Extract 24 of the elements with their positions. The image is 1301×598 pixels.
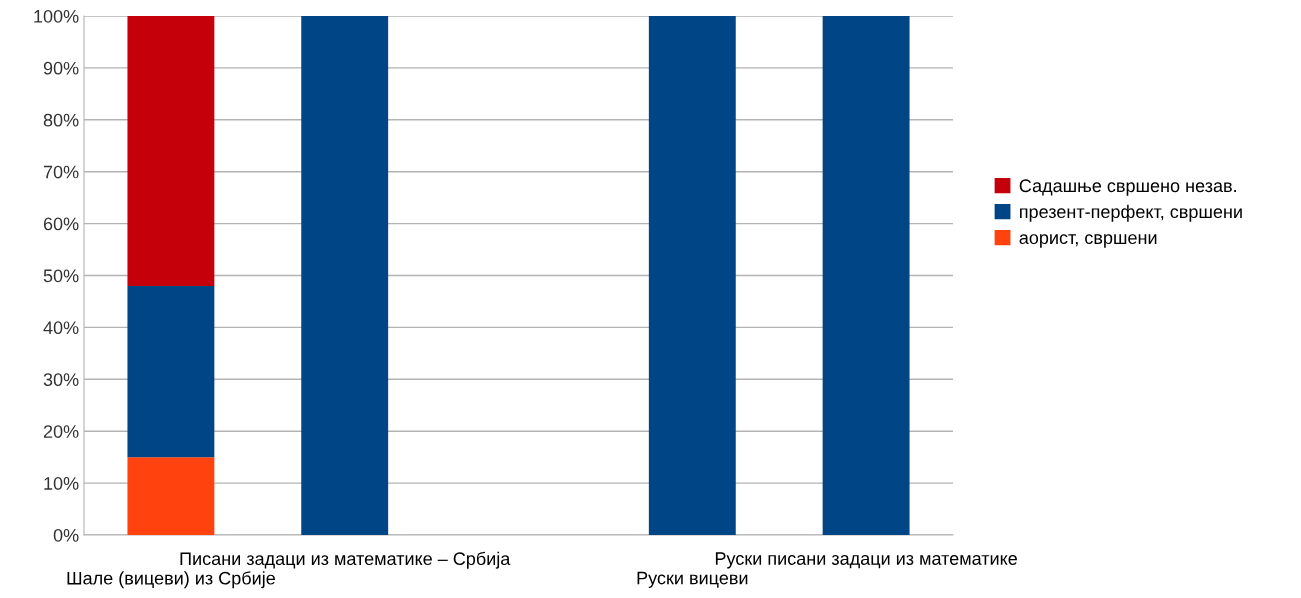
x-tick-label: Писани задаци из математике – Србија [180,551,511,569]
x-tick-label: Руски вицеви [637,571,748,588]
bar [301,16,389,535]
bar [127,285,215,458]
y-tick-label: 80% [43,113,79,127]
bar [127,457,215,535]
y-tick-label: 100% [34,9,79,23]
legend-label: презент-перфект, свршени [1020,204,1242,222]
y-tick-label: 20% [43,425,79,438]
y-tick-label: 70% [43,165,79,179]
x-tick-label: Шале (вицеви) из Србије [67,571,275,589]
y-tick-label: 60% [43,217,79,231]
y-tick-label: 50% [43,269,79,283]
bar [127,16,215,286]
x-tick-label: Руски писани задаци из математике [715,552,1017,569]
legend-label: аорист, свршени [1019,234,1157,248]
y-tick-label: 40% [43,321,79,335]
y-tick-label: 30% [43,373,79,387]
y-tick-label: 10% [44,477,79,490]
y-tick-label: 0% [53,528,79,542]
legend-label: Садашње свршено незав. [1019,179,1236,196]
y-tick-label: 90% [43,61,79,75]
bar [648,16,736,535]
bar [822,16,910,535]
